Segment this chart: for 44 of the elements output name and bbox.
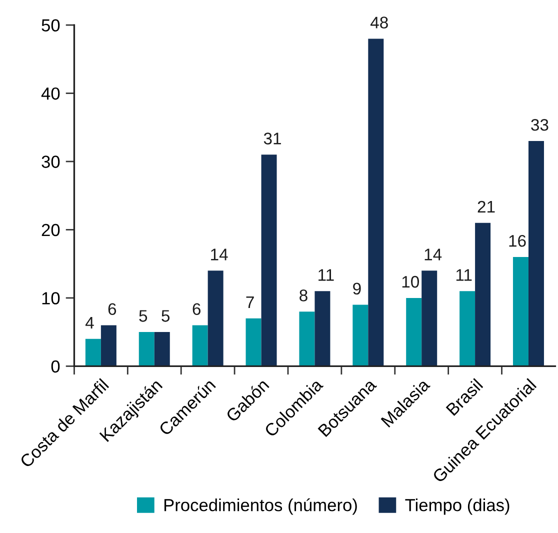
- data-label: 5: [162, 310, 170, 322]
- data-label: 4: [85, 317, 94, 328]
- data-label: 6: [108, 303, 116, 315]
- bar: [460, 291, 476, 366]
- bar: [314, 291, 330, 366]
- bar: [528, 141, 544, 366]
- y-tick-label: 10: [42, 292, 60, 304]
- bar: [138, 332, 154, 366]
- bar: [85, 338, 101, 366]
- data-label: 21: [478, 200, 495, 212]
- data-label: 8: [300, 290, 308, 302]
- data-label: 14: [424, 248, 442, 260]
- bar: [406, 298, 422, 366]
- bar: [512, 257, 528, 366]
- legend-label: Procedimientos (número): [164, 498, 357, 515]
- data-label: 48: [370, 16, 388, 28]
- y-tick-label: 40: [41, 87, 60, 100]
- y-tick-label: 0: [51, 360, 60, 373]
- bar: [475, 222, 491, 366]
- data-label: 16: [509, 234, 526, 247]
- y-tick-label: 20: [42, 224, 60, 236]
- bar: [192, 325, 208, 366]
- y-tick-label: 30: [42, 156, 60, 168]
- bar: [246, 318, 262, 366]
- bar: [299, 312, 315, 366]
- data-label: 5: [139, 310, 148, 322]
- bar: [100, 325, 116, 366]
- bar: [261, 154, 277, 366]
- bar: [422, 270, 438, 366]
- y-tick-label: 50: [42, 19, 60, 32]
- legend-label: Tiempo (dias): [405, 498, 510, 515]
- bar: [154, 332, 170, 366]
- data-label: 33: [531, 118, 548, 131]
- bar: [368, 38, 384, 366]
- bar: [352, 304, 368, 366]
- data-label: 14: [211, 248, 228, 260]
- data-label: 11: [318, 269, 334, 281]
- data-label: 31: [264, 132, 281, 144]
- data-label: 9: [353, 282, 361, 295]
- bar: [208, 270, 224, 366]
- data-label: 11: [456, 269, 472, 281]
- data-label: 6: [192, 303, 201, 315]
- data-label: 7: [246, 296, 254, 308]
- data-label: 10: [402, 276, 419, 288]
